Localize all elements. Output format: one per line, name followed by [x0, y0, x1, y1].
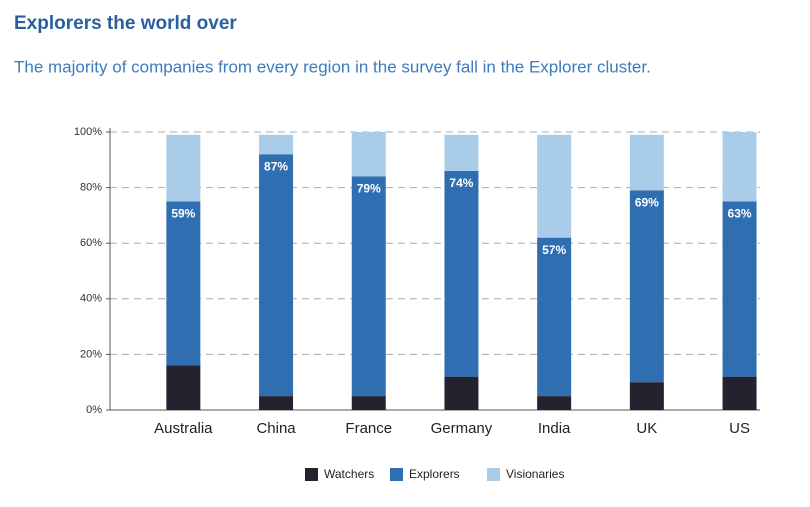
legend-label: Watchers	[324, 467, 374, 481]
bar-segment	[444, 170, 479, 377]
bar-segment	[259, 154, 294, 397]
bar-segment	[259, 134, 294, 155]
x-tick-label: India	[538, 420, 571, 437]
y-tick-label: 0%	[86, 404, 102, 416]
bar-segment	[444, 376, 479, 410]
bar-segment	[537, 396, 572, 410]
chart-title: Explorers the world over	[14, 13, 237, 34]
chart-subtitle: The majority of companies from every reg…	[14, 57, 651, 76]
data-label: 74%	[449, 176, 473, 190]
y-tick-label: 20%	[80, 348, 102, 360]
bar-segment	[259, 396, 294, 410]
bar-segment	[629, 190, 664, 383]
bar-segment	[722, 132, 757, 202]
bar-segment	[351, 176, 386, 397]
y-tick-label: 60%	[80, 237, 102, 249]
data-label: 87%	[264, 159, 288, 173]
bar-segment	[444, 134, 479, 171]
legend-label: Explorers	[409, 467, 460, 481]
bar-segment	[537, 237, 572, 397]
legend-swatch	[305, 468, 318, 481]
bar-segment	[722, 376, 757, 410]
bar-segment	[722, 201, 757, 377]
y-tick-label: 100%	[74, 126, 102, 138]
data-label: 57%	[542, 243, 566, 257]
y-tick-label: 80%	[80, 182, 102, 194]
bar-segment	[166, 134, 201, 202]
x-tick-label: US	[729, 420, 750, 437]
legend-swatch	[487, 468, 500, 481]
bar-segment	[166, 201, 201, 366]
data-label: 63%	[728, 207, 752, 221]
x-tick-label: China	[256, 420, 296, 437]
legend-swatch	[390, 468, 403, 481]
data-label: 79%	[357, 182, 381, 196]
x-tick-label: Australia	[154, 420, 213, 437]
bar-segment	[351, 132, 386, 177]
bar-segment	[537, 134, 572, 238]
data-label: 69%	[635, 196, 659, 210]
legend-label: Visionaries	[506, 467, 564, 481]
x-tick-label: Germany	[431, 420, 493, 437]
bar-segment	[629, 382, 664, 410]
bar-segment	[629, 134, 664, 191]
y-tick-label: 40%	[80, 293, 102, 305]
x-tick-label: France	[345, 420, 392, 437]
x-tick-label: UK	[636, 420, 657, 437]
data-label: 59%	[171, 207, 195, 221]
bar-segment	[351, 396, 386, 410]
bar-segment	[166, 365, 201, 410]
